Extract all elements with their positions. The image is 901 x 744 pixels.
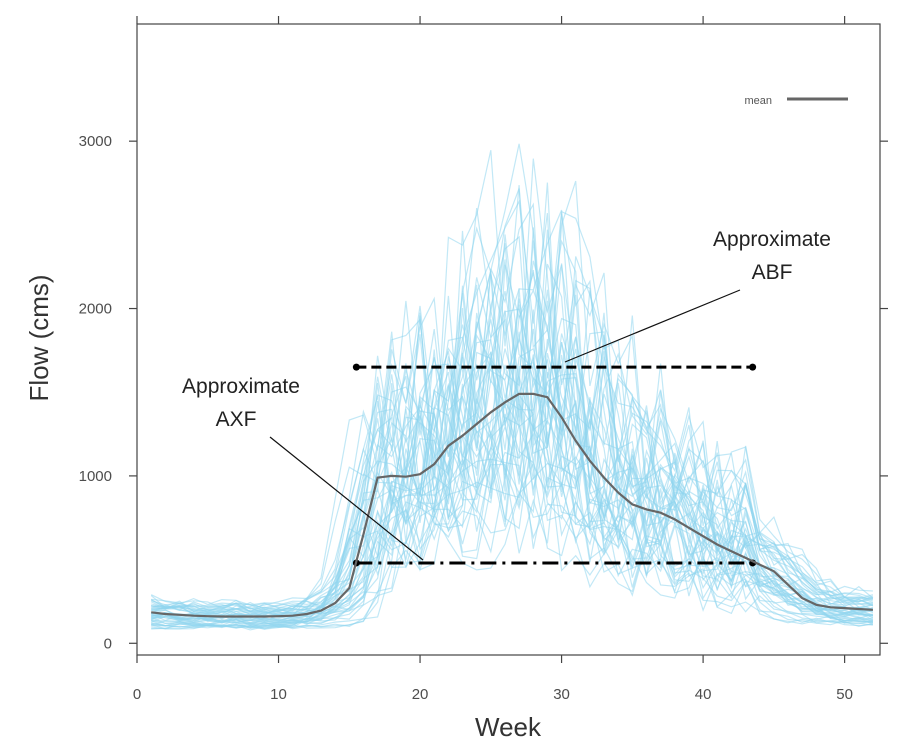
y-tick-label: 2000 (79, 301, 112, 318)
ensemble-line (151, 263, 874, 617)
x-tick-label: 0 (133, 686, 141, 703)
annotation-abf-line2: ABF (752, 261, 793, 284)
ensemble-line (151, 227, 874, 618)
ensemble-line (151, 180, 873, 609)
y-axis-title: Flow (cms) (24, 274, 54, 401)
ensemble-line (151, 210, 873, 618)
annotation-abf-leader (564, 289, 741, 363)
ensemble-line (150, 354, 873, 624)
y-tick-label: 0 (104, 635, 112, 652)
ensemble-line (150, 400, 874, 626)
plot-frame (136, 23, 881, 656)
annotation-axf-line1: Approximate (182, 375, 300, 398)
x-tick-label: 20 (412, 686, 429, 703)
x-tick-label: 30 (553, 686, 570, 703)
mean-line (151, 392, 873, 618)
legend: mean (744, 95, 848, 107)
ensemble-line (151, 423, 874, 631)
x-tick-label: 50 (836, 686, 853, 703)
mean-series (151, 392, 873, 618)
x-tick-label: 10 (270, 686, 287, 703)
annotation-abf-line1: Approximate (713, 228, 831, 251)
annotation-axf: Approximate AXF (182, 375, 424, 561)
y-tick-label: 3000 (79, 133, 112, 150)
x-axis-title: Week (475, 712, 542, 742)
annotation-abf: Approximate ABF (564, 228, 831, 363)
axes: 0 10 20 30 40 50 0 1000 2000 3000 (79, 16, 888, 703)
ensemble-line (151, 462, 873, 630)
annotation-axf-leader (269, 436, 424, 561)
abf-end-marker (749, 363, 757, 371)
x-tick-label: 40 (695, 686, 712, 703)
abf-start-marker (352, 363, 360, 371)
ensemble-line (151, 269, 873, 617)
annotation-axf-line2: AXF (216, 408, 257, 431)
y-tick-label: 1000 (79, 468, 112, 485)
legend-label: mean (744, 95, 772, 107)
ensemble-line (151, 455, 873, 629)
